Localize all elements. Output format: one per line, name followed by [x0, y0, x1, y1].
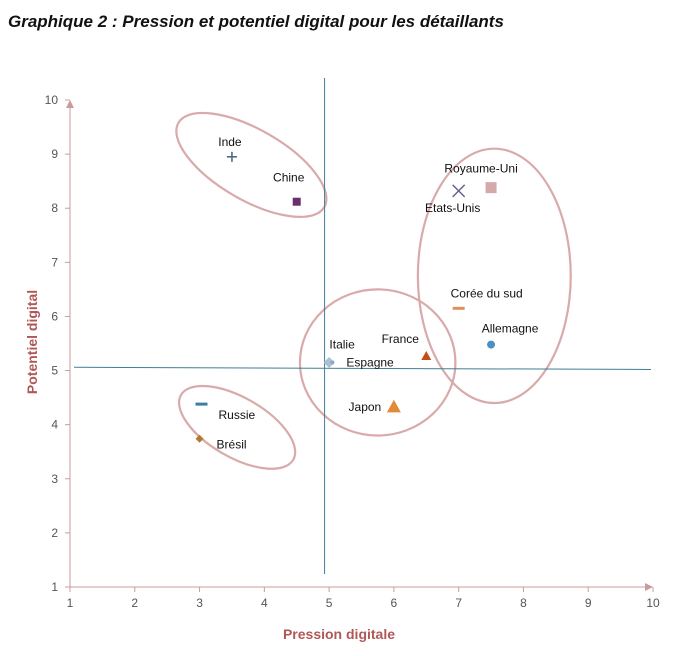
point-label: Allemagne	[482, 322, 539, 336]
y-tick-label: 7	[51, 255, 58, 269]
x-tick-label: 8	[520, 596, 527, 610]
chart-title: Graphique 2 : Pression et potentiel digi…	[8, 12, 504, 31]
y-axis-label: Potentiel digital	[24, 290, 40, 394]
russie-point	[195, 402, 208, 406]
chine-point	[292, 197, 301, 206]
cluster-ellipse	[175, 111, 328, 219]
x-tick-label: 2	[131, 596, 138, 610]
x-tick-label: 6	[391, 596, 398, 610]
etats-unis-point	[452, 184, 466, 198]
x-tick-label: 1	[67, 596, 74, 610]
cluster-ellipse	[177, 384, 297, 470]
point-label: Japon	[349, 400, 382, 414]
y-tick-label: 10	[45, 93, 59, 107]
italie-point	[323, 356, 335, 368]
data-points: Inde Chine Royaume-Uni Etats-Unis Corée du s…	[195, 135, 539, 452]
x-tick-label: 10	[646, 596, 660, 610]
cluster-ellipse	[298, 288, 457, 437]
quadrant-line-horizontal	[73, 366, 652, 370]
cor-e-du-sud-point	[452, 306, 465, 310]
x-axis-label: Pression digitale	[283, 626, 395, 642]
quadrant-lines	[73, 78, 652, 574]
point-label: Chine	[273, 171, 305, 185]
espagne-point	[330, 360, 335, 365]
point-label: Russie	[218, 408, 255, 422]
inde-point	[226, 151, 237, 162]
y-tick-label: 1	[51, 580, 58, 594]
x-tick-label: 5	[326, 596, 333, 610]
y-tick-label: 5	[51, 364, 58, 378]
point-label: Brésil	[217, 438, 247, 452]
point-label: Espagne	[346, 355, 394, 369]
japon-point	[386, 399, 401, 413]
x-axis-arrow	[645, 583, 653, 591]
point-label: Royaume-Uni	[444, 162, 517, 176]
point-label: Corée du sud	[451, 286, 523, 300]
france-point	[421, 350, 432, 360]
royaume-uni-point	[485, 182, 497, 194]
x-tick-label: 7	[455, 596, 462, 610]
y-tick-label: 4	[51, 418, 58, 432]
point-label: Italie	[329, 337, 355, 351]
allemagne-point	[487, 340, 496, 349]
point-label: Inde	[218, 135, 242, 149]
y-tick-label: 3	[51, 472, 58, 486]
br-sil-point	[195, 434, 204, 443]
chart-axes: 1 2 3 4 5 6 7 8 9 10 1 2 3 4 5 6 7 8 9 10	[45, 93, 660, 610]
y-tick-label: 9	[51, 147, 58, 161]
y-tick-label: 8	[51, 201, 58, 215]
y-tick-label: 6	[51, 309, 58, 323]
point-label: France	[382, 332, 420, 346]
x-tick-label: 4	[261, 596, 268, 610]
x-tick-label: 3	[196, 596, 203, 610]
y-axis-arrow	[66, 100, 74, 108]
point-label: Etats-Unis	[425, 201, 480, 215]
cluster-ellipse	[416, 147, 572, 405]
x-tick-label: 9	[585, 596, 592, 610]
y-tick-label: 2	[51, 526, 58, 540]
